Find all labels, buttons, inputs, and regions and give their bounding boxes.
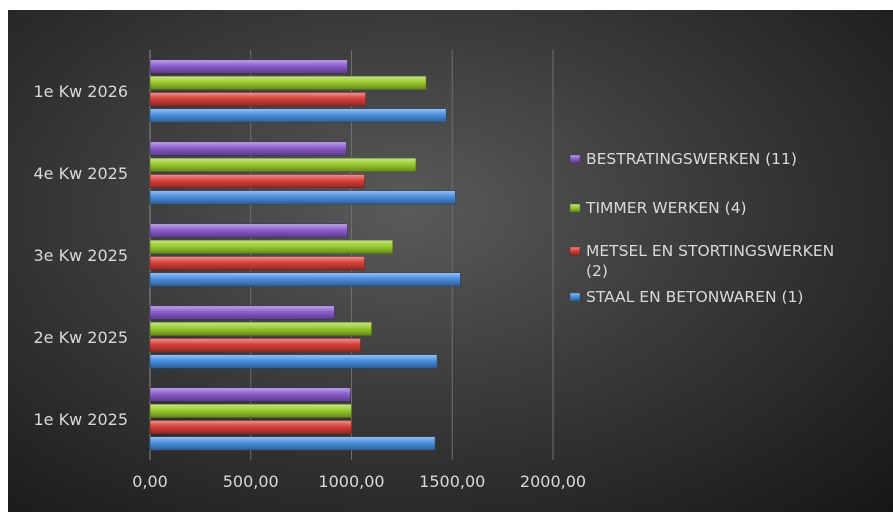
bar-staal-en-betonwaren-1-1e-kw-2026 bbox=[149, 108, 447, 123]
legend-swatch bbox=[569, 154, 581, 164]
bar-bestratingswerken-11-3e-kw-2025 bbox=[149, 223, 348, 238]
x-tick-label: 2000,00 bbox=[520, 472, 586, 491]
legend-item-bestratingswerken-11: BESTRATINGSWERKEN (11) bbox=[569, 150, 797, 168]
y-axis-categories: 1e Kw 2025 2e Kw 2025 3e Kw 2025 4e Kw 2025… bbox=[34, 82, 129, 429]
legend-label: BESTRATINGSWERKEN (11) bbox=[586, 150, 797, 168]
x-axis-ticks: 0,00 500,00 1000,00 1500,00 2000,00 bbox=[132, 472, 586, 491]
bar-bestratingswerken-11-2e-kw-2025 bbox=[149, 305, 335, 320]
legend-label: TIMMER WERKEN (4) bbox=[585, 199, 747, 217]
bar-chart: 0,00 500,00 1000,00 1500,00 2000,00 1e Kw 20… bbox=[34, 50, 834, 491]
bar-metsel-en-stortingswerken-2-2e-kw-2025 bbox=[149, 338, 361, 353]
bar-staal-en-betonwaren-1-1e-kw-2025 bbox=[149, 436, 436, 451]
legend-swatch bbox=[569, 246, 581, 256]
bar-metsel-en-stortingswerken-2-1e-kw-2025 bbox=[149, 420, 352, 435]
bar-bestratingswerken-11-1e-kw-2025 bbox=[149, 387, 351, 402]
chart-area: 0,00 500,00 1000,00 1500,00 2000,00 1e Kw 20… bbox=[8, 10, 893, 512]
bar-timmer-werken-4-3e-kw-2025 bbox=[149, 239, 394, 254]
category-label: 4e Kw 2025 bbox=[34, 164, 129, 183]
category-label: 1e Kw 2025 bbox=[34, 410, 129, 429]
x-tick-label: 500,00 bbox=[223, 472, 279, 491]
legend-swatch bbox=[569, 292, 581, 302]
legend: BESTRATINGSWERKEN (11) TIMMER WERKEN (4) M… bbox=[569, 150, 834, 306]
bar-metsel-en-stortingswerken-2-3e-kw-2025 bbox=[149, 256, 365, 271]
bar-metsel-en-stortingswerken-2-4e-kw-2025 bbox=[149, 174, 365, 189]
bars bbox=[149, 59, 461, 451]
x-tick-label: 1500,00 bbox=[419, 472, 485, 491]
bar-timmer-werken-4-4e-kw-2025 bbox=[149, 157, 417, 172]
x-tick-label: 1000,00 bbox=[318, 472, 384, 491]
legend-item-staal-en-betonwaren-1: STAAL EN BETONWAREN (1) bbox=[569, 288, 803, 306]
bar-bestratingswerken-11-4e-kw-2025 bbox=[149, 141, 347, 156]
legend-label: (2) bbox=[586, 262, 608, 280]
x-tick-label: 0,00 bbox=[132, 472, 168, 491]
bar-timmer-werken-4-1e-kw-2025 bbox=[149, 403, 352, 418]
bar-staal-en-betonwaren-1-3e-kw-2025 bbox=[149, 272, 461, 287]
legend-item-timmer-werken-4: TIMMER WERKEN (4) bbox=[569, 199, 747, 217]
bar-timmer-werken-4-2e-kw-2025 bbox=[149, 321, 372, 336]
bar-bestratingswerken-11-1e-kw-2026 bbox=[149, 59, 348, 74]
legend-label: METSEL EN STORTINGSWERKEN bbox=[586, 242, 834, 260]
bar-staal-en-betonwaren-1-4e-kw-2025 bbox=[149, 190, 456, 205]
legend-swatch bbox=[569, 203, 581, 213]
legend-label: STAAL EN BETONWAREN (1) bbox=[586, 288, 803, 306]
category-label: 3e Kw 2025 bbox=[34, 246, 129, 265]
bar-timmer-werken-4-1e-kw-2026 bbox=[149, 75, 427, 90]
bar-staal-en-betonwaren-1-2e-kw-2025 bbox=[149, 354, 438, 369]
category-label: 2e Kw 2025 bbox=[34, 328, 129, 347]
category-label: 1e Kw 2026 bbox=[34, 82, 129, 101]
bar-metsel-en-stortingswerken-2-1e-kw-2026 bbox=[149, 92, 366, 107]
legend-item-metsel-en-stortingswerken-2: METSEL EN STORTINGSWERKEN (2) bbox=[569, 242, 834, 280]
